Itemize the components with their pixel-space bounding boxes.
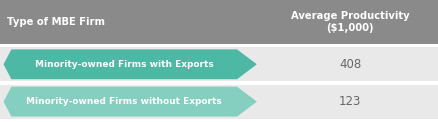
Text: 123: 123 [338, 95, 360, 108]
Text: Average Productivity
($1,000): Average Productivity ($1,000) [290, 11, 409, 33]
Polygon shape [4, 49, 256, 79]
Text: 408: 408 [338, 58, 360, 71]
Bar [0, 85, 438, 119]
Bar [0, 47, 438, 81]
Text: Minority-owned Firms with Exports: Minority-owned Firms with Exports [35, 60, 213, 69]
Bar [0, 0, 438, 44]
Text: Minority-owned Firms without Exports: Minority-owned Firms without Exports [26, 97, 222, 106]
Polygon shape [4, 87, 256, 117]
Text: Type of MBE Firm: Type of MBE Firm [7, 17, 104, 27]
